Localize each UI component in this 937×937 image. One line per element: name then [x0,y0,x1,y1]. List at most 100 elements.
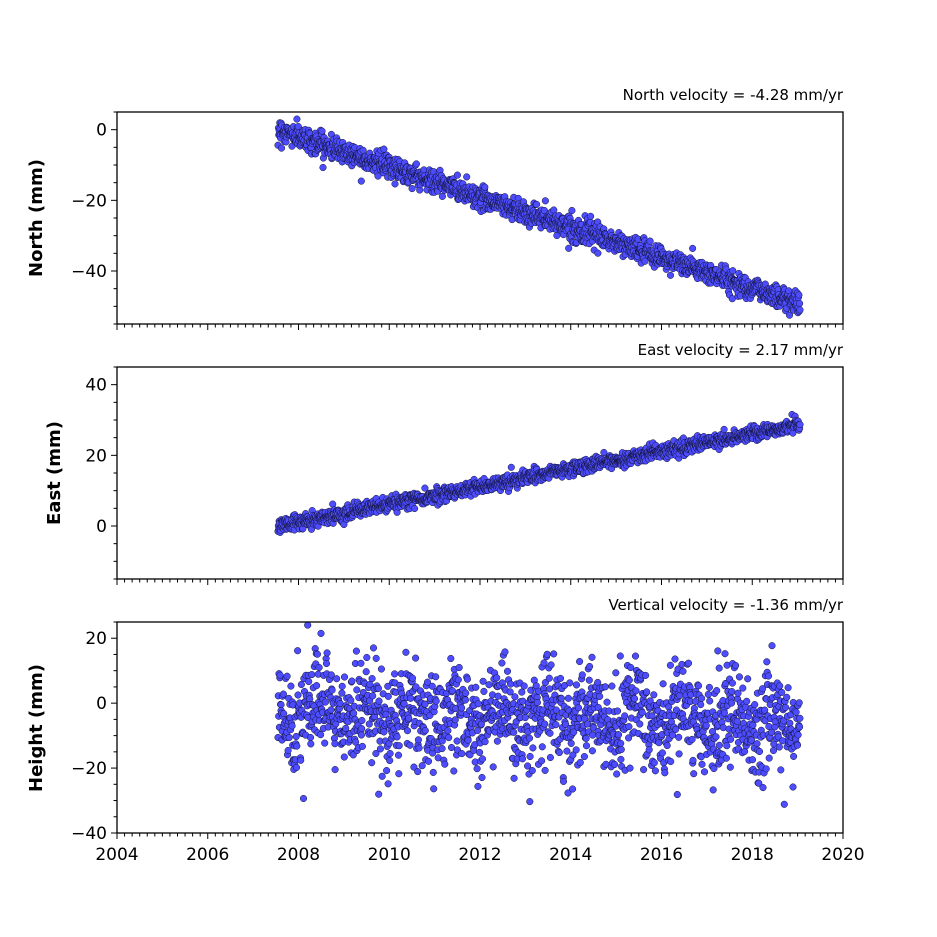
height-data-point [362,668,370,676]
height-data-point [545,674,553,682]
height-data-point [485,681,493,689]
height-data-point [424,757,433,765]
height-data-point [611,760,619,769]
height-data-point [474,726,482,735]
height-data-point [478,773,486,782]
height-data-point [768,642,776,650]
north-data-point [587,212,595,220]
north-data-point [795,291,803,299]
height-data-point [368,675,376,683]
height-data-point [713,687,721,695]
height-y-tick-label: −20 [71,759,107,779]
height-data-point [550,650,558,658]
height-data-point [582,734,590,742]
height-data-point [564,789,572,797]
height-data-point [555,748,563,757]
height-data-point [625,734,633,742]
height-data-point [377,665,385,673]
height-data-point [402,648,410,656]
height-data-point [408,674,417,682]
height-data-point [601,683,609,691]
height-data-point [382,710,390,718]
height-data-point [775,743,783,751]
height-data-point [358,716,366,725]
height-data-point [719,724,727,732]
height-data-point [698,760,706,768]
height-data-point [764,672,773,680]
height-data-point [297,756,305,764]
height-data-point [616,652,624,660]
height-data-point [543,650,551,658]
height-data-point [376,745,384,753]
height-data-point [651,767,659,775]
height-data-point [386,749,394,758]
height-data-point [776,682,784,690]
height-data-point [792,708,800,716]
height-data-point [453,737,461,745]
height-data-point [796,714,804,722]
height-data-point [576,657,584,666]
height-data-point [546,729,554,737]
height-data-point [658,749,666,757]
height-data-point [748,756,757,764]
height-x-tick-label: 2018 [731,845,774,865]
height-data-point [648,712,656,720]
height-x-tick-label: 2014 [549,845,592,865]
north-data-point [666,271,675,279]
height-data-point [369,644,378,652]
height-data-point [640,766,648,774]
height-data-point [473,765,481,773]
height-data-point [671,655,679,663]
north-data-point [568,206,576,215]
height-data-point [643,688,651,696]
height-data-point [732,661,740,670]
height-data-point [336,699,344,707]
height-data-point [421,727,429,735]
height-data-point [448,687,456,695]
height-data-point [395,770,403,778]
height-data-point [631,652,640,660]
north-data-point [357,177,365,185]
height-data-point [705,683,713,691]
height-data-point [688,735,696,743]
height-data-point [285,733,293,742]
height-data-point [438,745,446,753]
north-data-point [463,173,471,181]
height-data-point [518,688,526,696]
height-y-tick-label: 20 [85,629,107,649]
north-data-point [689,244,697,252]
height-data-point [768,728,776,736]
height-data-point [650,759,658,767]
height-data-point [407,694,415,702]
height-data-point [450,767,458,775]
north-data-point [380,145,388,153]
height-data-point [340,673,349,681]
height-data-point [700,768,709,776]
height-data-point [722,754,730,762]
height-data-point [280,710,288,718]
height-data-point [755,779,763,787]
height-data-point [603,698,611,706]
height-data-point [352,647,360,655]
height-y-tick-label: 0 [96,694,107,714]
height-data-point [538,743,546,751]
height-data-point [541,679,549,687]
height-data-point [283,672,291,680]
height-data-point [526,798,534,806]
east-y-tick-label: 20 [85,446,107,466]
height-data-point [444,727,452,735]
height-data-point [655,739,663,747]
height-data-point [378,772,386,780]
height-data-point [493,737,501,745]
height-data-point [666,661,674,669]
north-data-point [641,257,649,265]
height-data-point [780,800,788,808]
height-data-point [572,681,581,689]
height-data-point [375,790,383,798]
height-data-point [276,671,284,679]
height-data-point [432,673,440,681]
height-data-point [406,741,414,749]
height-data-point [709,786,717,794]
height-data-point [369,692,377,700]
height-data-point [675,733,683,741]
